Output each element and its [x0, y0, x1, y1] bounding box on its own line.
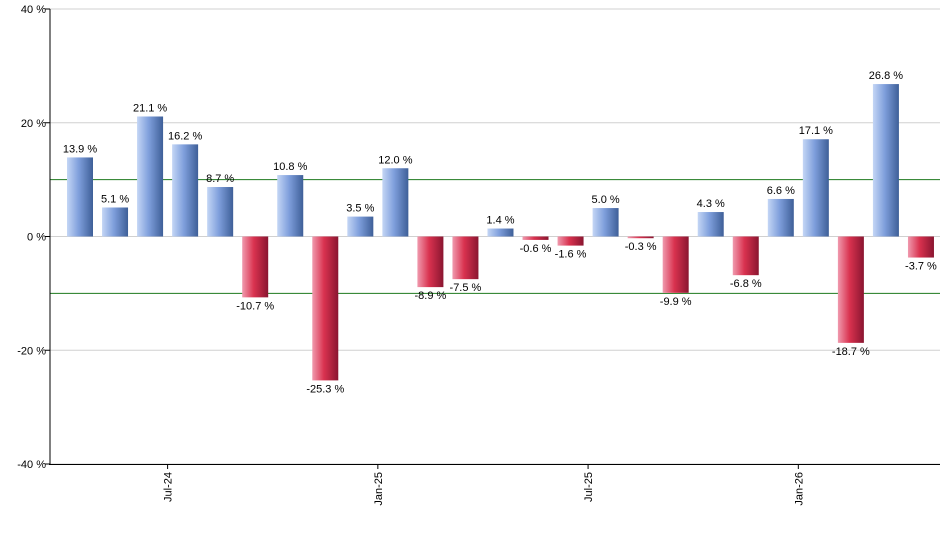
x-tick-label: Jan-26 — [793, 472, 805, 506]
bar — [907, 236, 934, 258]
bar — [102, 207, 129, 237]
y-tick-label: -20 % — [17, 345, 46, 357]
data-label: -10.7 % — [236, 300, 274, 312]
data-label: -6.8 % — [730, 278, 762, 290]
data-label: 1.4 % — [486, 215, 514, 227]
data-label: -8.9 % — [415, 290, 447, 302]
y-tick-label: -40 % — [17, 459, 46, 471]
x-tick-label: Jul-25 — [583, 472, 595, 502]
data-label: 16.2 % — [168, 130, 202, 142]
y-tick-label: 40 % — [21, 4, 46, 16]
bar — [452, 236, 479, 280]
data-label: 4.3 % — [697, 198, 725, 210]
data-label: 6.6 % — [767, 185, 795, 197]
x-tick-labels: Jul-24 Jan-25 Jul-25 Jan-26 — [163, 472, 806, 506]
data-labels: 13.9 % 5.1 % 21.1 % 16.2 % 8.7 % -10.7 % 10.8 … — [63, 70, 937, 395]
bar — [417, 236, 444, 288]
bar — [137, 116, 164, 237]
data-label: 3.5 % — [346, 203, 374, 215]
data-label: -18.7 % — [832, 346, 870, 358]
data-label: 10.8 % — [273, 161, 307, 173]
bar — [522, 236, 549, 240]
data-label: 26.8 % — [869, 70, 903, 82]
x-tick-label: Jul-24 — [163, 472, 175, 502]
data-label: 5.0 % — [592, 194, 620, 206]
bar — [802, 139, 829, 237]
data-label: 13.9 % — [63, 143, 97, 155]
data-label: -0.6 % — [520, 243, 552, 255]
y-tick-labels: 40 % 20 % 0 % -20 % -40 % — [17, 4, 46, 471]
data-label: 12.0 % — [378, 154, 412, 166]
bar — [67, 157, 93, 237]
bar — [592, 208, 619, 237]
y-tick-label: 20 % — [21, 118, 46, 130]
bar — [697, 212, 724, 237]
bar — [347, 216, 374, 237]
bar — [627, 236, 654, 239]
data-label: 21.1 % — [133, 102, 167, 114]
data-label: 8.7 % — [206, 173, 234, 185]
bar — [872, 84, 899, 237]
data-label: -25.3 % — [306, 383, 344, 395]
bar — [662, 236, 689, 293]
bar — [487, 228, 514, 237]
data-label: -3.7 % — [905, 261, 937, 273]
axes — [45, 8, 940, 469]
bar — [242, 236, 269, 298]
data-label: -9.9 % — [660, 296, 692, 308]
bar — [312, 236, 339, 381]
data-label: 5.1 % — [101, 193, 129, 205]
x-tick-label: Jan-25 — [373, 472, 385, 506]
bar — [382, 168, 409, 237]
bars — [67, 84, 934, 381]
bar — [557, 236, 584, 246]
reference-lines — [50, 179, 940, 294]
bar — [172, 144, 199, 237]
y-tick-label: 0 % — [27, 232, 46, 244]
bar — [767, 198, 794, 237]
data-label: -0.3 % — [625, 241, 657, 253]
data-label: -7.5 % — [450, 282, 482, 294]
bar — [837, 236, 864, 343]
data-label: -1.6 % — [555, 249, 587, 261]
data-label: 17.1 % — [799, 125, 833, 137]
bar — [732, 236, 759, 276]
bar — [277, 175, 304, 237]
bar — [207, 187, 234, 237]
